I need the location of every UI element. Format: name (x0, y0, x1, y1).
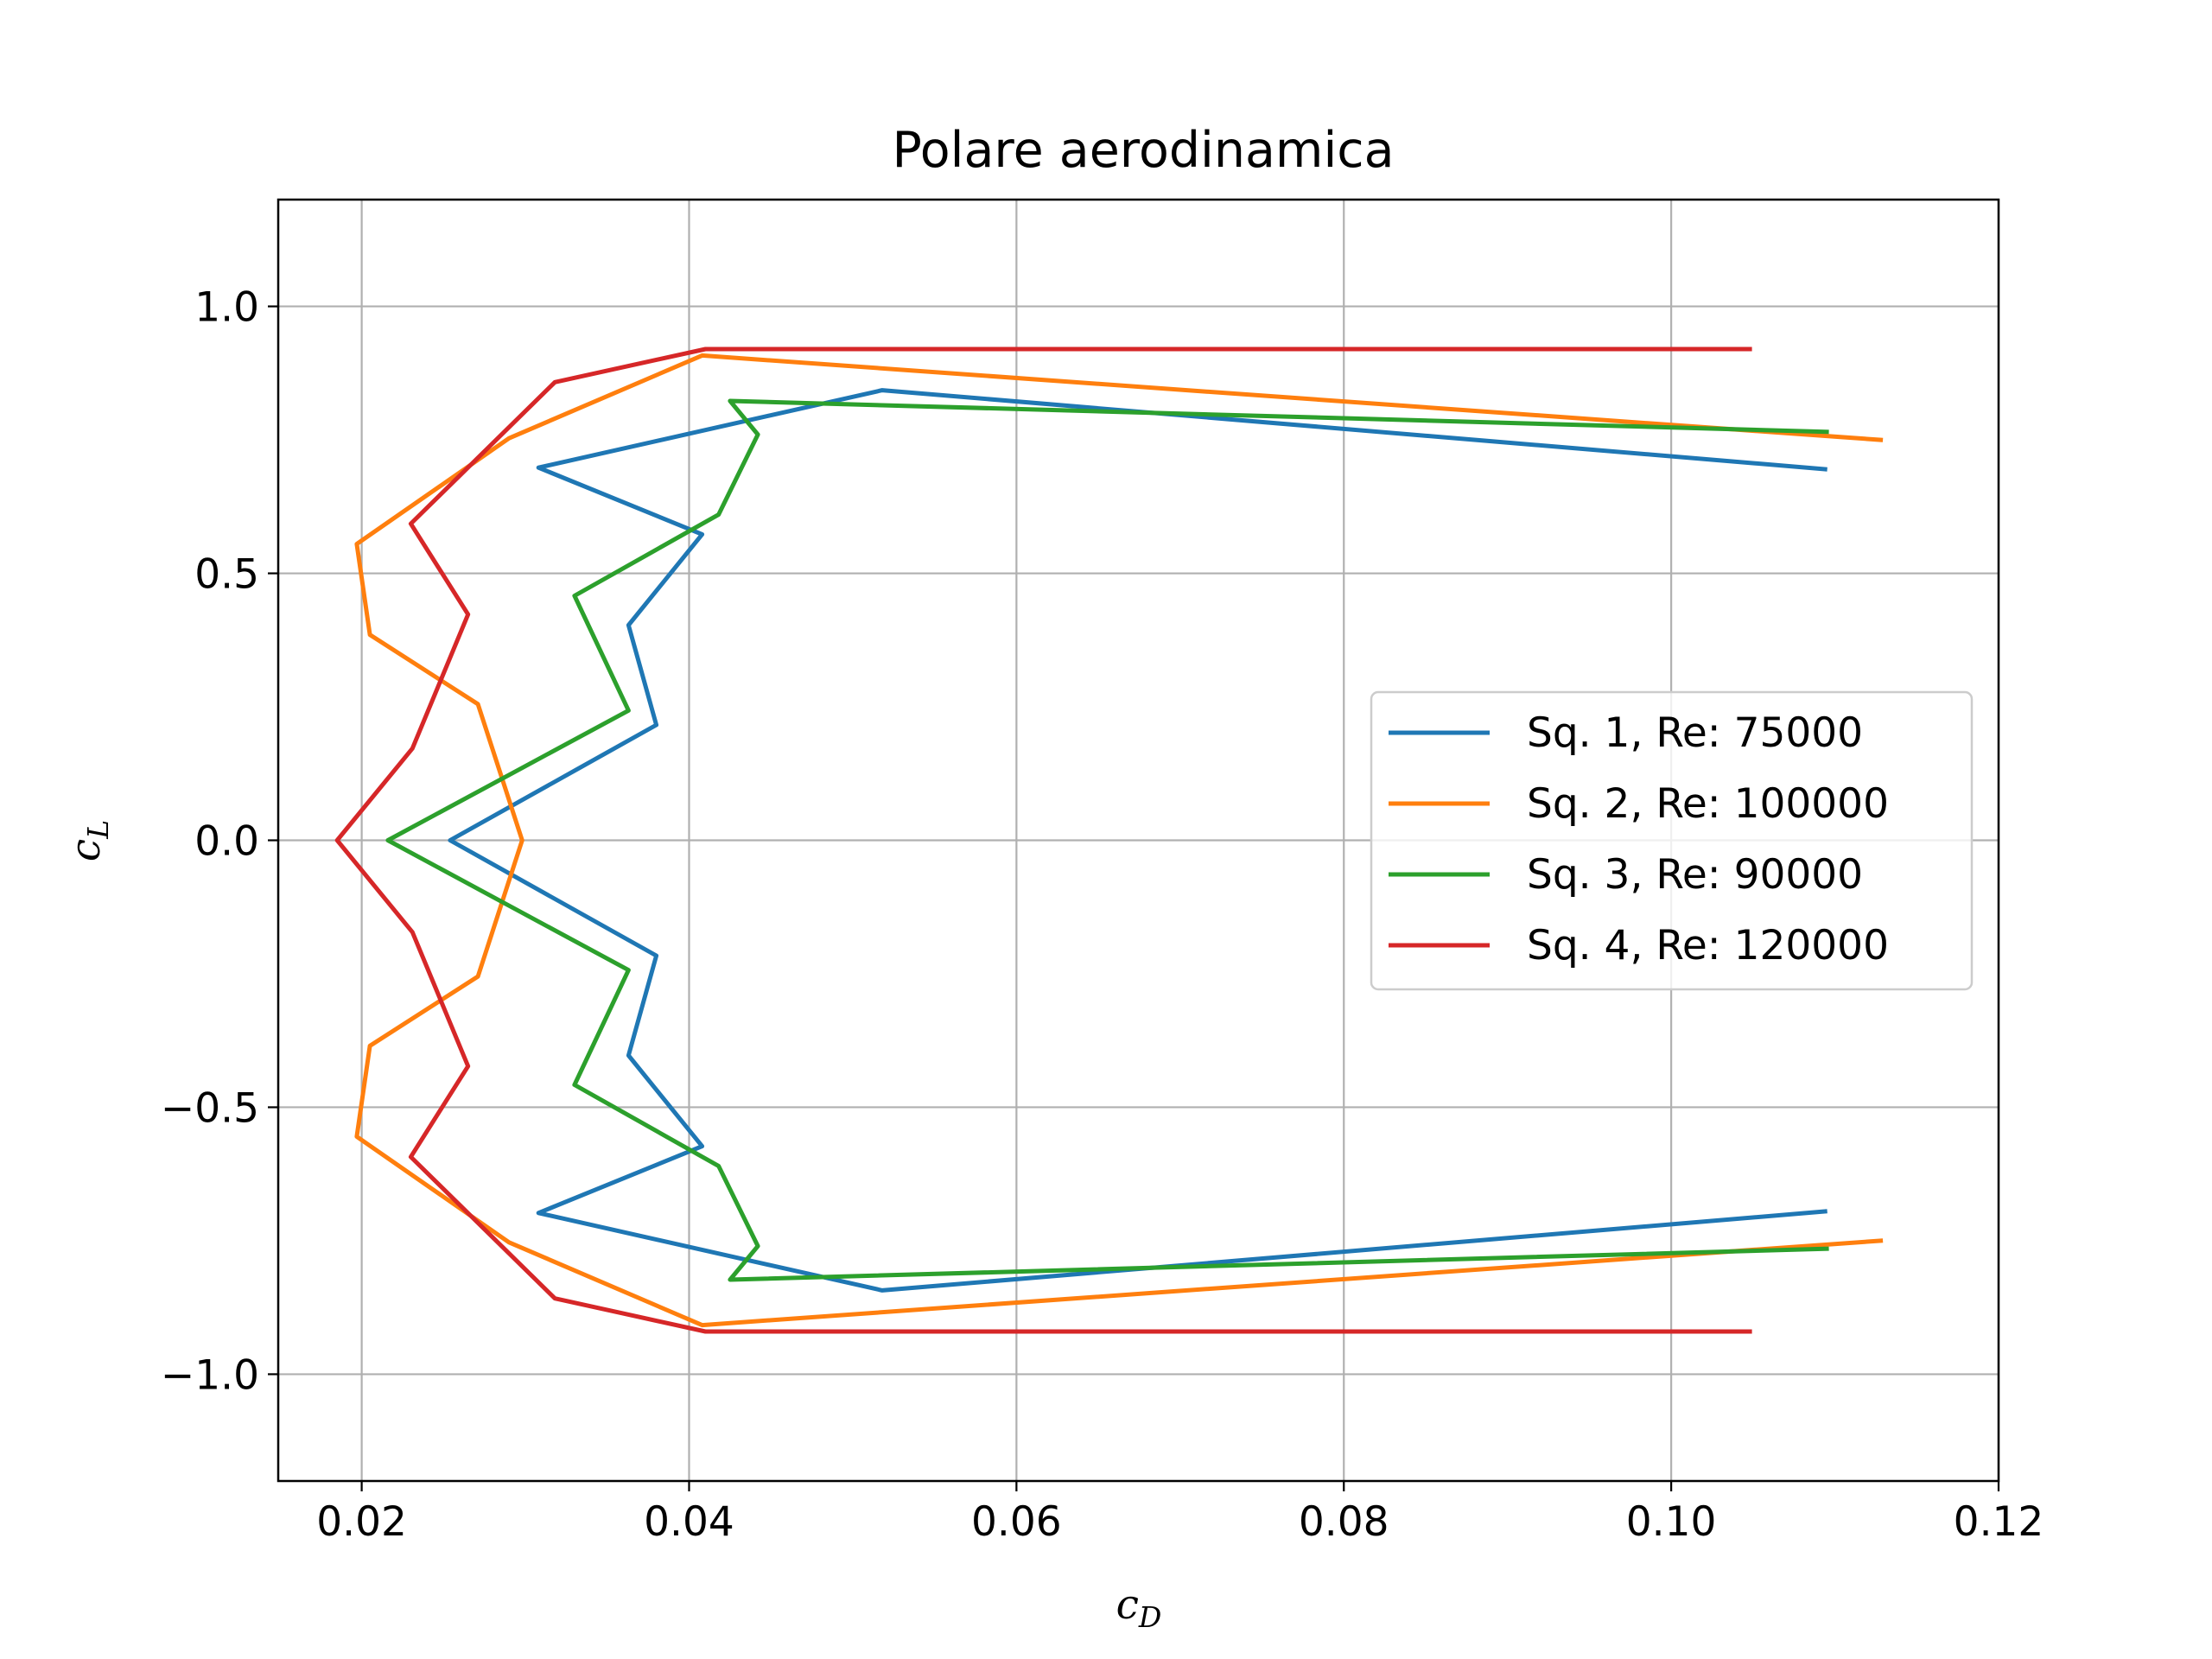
tick-layer: 0.02 0.04 0.06 0.08 0.10 0.12 −1.0 −0.5 0.0 0.5 1.… (161, 284, 2044, 1546)
legend-box (1370, 690, 1974, 991)
legend-label-4: Sq. 4, Re: 120000 (1527, 922, 1889, 969)
series-layer (334, 346, 1884, 1334)
series-line-1 (448, 388, 1827, 1293)
y-tick-label: 1.0 (194, 284, 259, 332)
x-tick-label: 0.06 (971, 1498, 1062, 1546)
x-axis-label: cD (1116, 1581, 1162, 1634)
x-axis-label-sub: D (1138, 1600, 1161, 1634)
y-axis-label: cL (62, 820, 115, 861)
x-tick-label: 0.04 (644, 1498, 734, 1546)
y-tick-label: −1.0 (161, 1351, 259, 1399)
y-axis-label-sub: L (81, 820, 115, 840)
series-line-3 (385, 398, 1829, 1282)
legend-label-1: Sq. 1, Re: 75000 (1527, 709, 1863, 757)
y-tick-label: 0.0 (194, 818, 259, 866)
y-tick-label: 0.5 (194, 551, 259, 599)
y-axis-label-main: c (62, 839, 110, 861)
x-tick-label: 0.08 (1299, 1498, 1389, 1546)
x-tick-label: 0.10 (1626, 1498, 1717, 1546)
x-tick-label: 0.12 (1954, 1498, 2044, 1546)
x-tick-label: 0.02 (316, 1498, 407, 1546)
series-line-4 (334, 346, 1752, 1334)
legend: Sq. 1, Re: 75000 Sq. 2, Re: 100000 Sq. 3, … (1370, 690, 1974, 991)
x-axis-label-main: c (1116, 1581, 1139, 1629)
legend-label-3: Sq. 3, Re: 90000 (1527, 851, 1863, 899)
legend-label-2: Sq. 2, Re: 100000 (1527, 780, 1889, 828)
y-tick-label: −0.5 (161, 1084, 259, 1132)
legend-items: Sq. 1, Re: 75000 Sq. 2, Re: 100000 Sq. 3, … (1389, 709, 1889, 969)
series-line-2 (354, 353, 1884, 1328)
chart-title: Polare aerodinamica (892, 122, 1394, 179)
